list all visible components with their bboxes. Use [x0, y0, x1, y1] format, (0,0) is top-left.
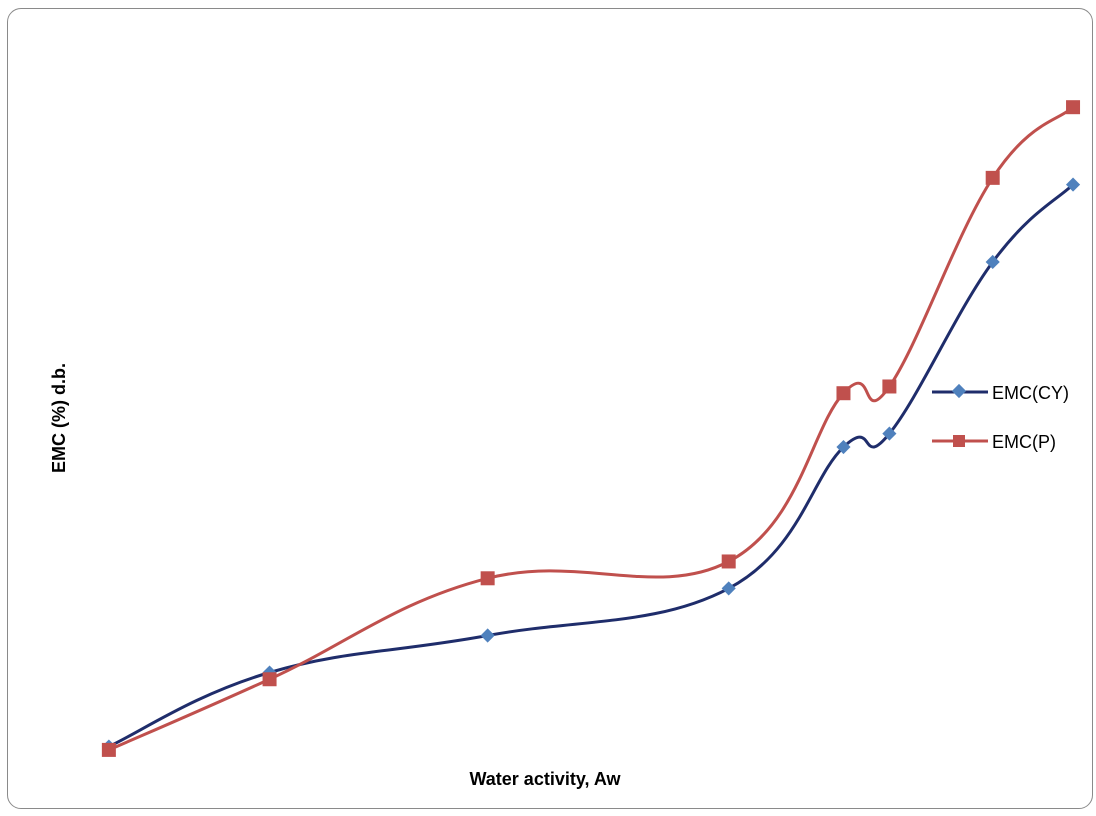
data-point-emc-p-7: [1066, 100, 1081, 115]
data-point-emc-p-0: [101, 742, 116, 757]
legend-entry-cy: EMC(CY): [932, 383, 1069, 403]
data-point-emc-cy-7: [1065, 177, 1081, 192]
legend-marker-cy: [951, 383, 967, 399]
legend-entry-p: EMC(P): [932, 432, 1056, 452]
series-line-emc-cy: [108, 183, 1075, 748]
data-point-emc-cy-6: [985, 254, 1000, 270]
y-axis-title: EMC (%) d.b.: [49, 363, 69, 473]
data-point-emc-p-5: [882, 379, 897, 394]
legend-label-cy: EMC(CY): [992, 383, 1069, 403]
series-layer: [108, 106, 1075, 752]
data-point-emc-p-2: [480, 571, 495, 586]
legend-label-p: EMC(P): [992, 432, 1056, 452]
data-point-emc-p-1: [262, 672, 277, 687]
legend-marker-p: [953, 435, 965, 447]
data-point-emc-cy-2: [480, 628, 495, 643]
data-point-emc-cy-5: [882, 426, 897, 441]
chart-frame: [7, 8, 1093, 809]
data-point-emc-cy-4: [836, 439, 851, 455]
marker-layer: [101, 100, 1081, 757]
data-point-emc-p-3: [721, 554, 736, 569]
series-line-emc-p: [108, 106, 1074, 752]
x-axis-title: Water activity, Aw: [469, 769, 621, 789]
data-point-emc-cy-3: [721, 581, 736, 596]
data-point-emc-p-6: [985, 170, 1000, 185]
data-point-emc-p-4: [836, 386, 851, 401]
legend: EMC(CY) EMC(P): [932, 383, 1069, 452]
